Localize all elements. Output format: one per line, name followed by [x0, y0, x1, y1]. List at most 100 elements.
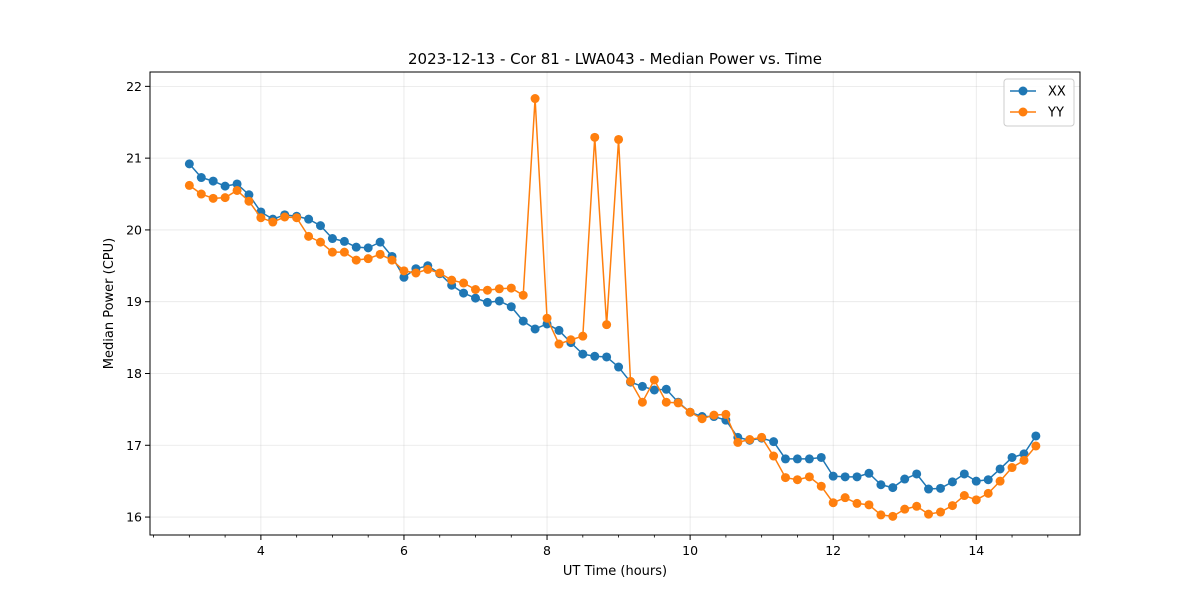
data-point-yy: [661, 397, 671, 407]
data-point-yy: [816, 481, 826, 491]
data-point-xx: [912, 469, 922, 479]
data-point-yy: [637, 397, 647, 407]
data-point-yy: [184, 180, 194, 190]
data-point-xx: [375, 237, 385, 247]
data-point-xx: [769, 437, 779, 447]
data-point-xx: [804, 454, 814, 464]
data-point-xx: [864, 468, 874, 478]
y-tick-label: 17: [126, 438, 142, 453]
data-point-xx: [649, 385, 659, 395]
data-point-yy: [292, 213, 302, 223]
data-point-xx: [840, 472, 850, 482]
data-point-yy: [268, 217, 278, 227]
x-tick-label: 12: [825, 543, 841, 558]
data-point-yy: [673, 398, 683, 408]
legend-label-yy: YY: [1047, 106, 1064, 121]
data-point-yy: [506, 283, 516, 293]
data-point-yy: [459, 278, 469, 288]
data-point-yy: [1031, 441, 1041, 451]
data-point-yy: [828, 498, 838, 508]
y-axis: 16 17 18 19 20 21 22: [126, 79, 150, 525]
legend: XX YY: [1003, 78, 1075, 127]
data-point-yy: [840, 493, 850, 503]
chart-title: 2023-12-13 - Cor 81 - LWA043 - Median Po…: [408, 50, 822, 68]
grid: [150, 72, 1080, 535]
data-point-xx: [339, 236, 349, 246]
data-point-xx: [208, 176, 218, 186]
data-point-xx: [936, 483, 945, 493]
data-point-yy: [924, 509, 934, 519]
data-point-yy: [649, 375, 659, 385]
data-point-yy: [447, 275, 457, 285]
data-point-yy: [482, 285, 492, 295]
data-point-xx: [876, 480, 886, 490]
data-point-yy: [614, 134, 624, 144]
data-point-yy: [566, 335, 576, 345]
data-point-yy: [936, 507, 945, 517]
data-point-xx: [554, 325, 564, 335]
data-point-xx: [363, 243, 373, 253]
data-point-yy: [804, 472, 814, 482]
data-point-yy: [327, 247, 337, 257]
data-point-yy: [792, 475, 802, 485]
data-point-yy: [745, 435, 755, 445]
data-point-yy: [995, 476, 1005, 486]
data-point-yy: [626, 376, 636, 386]
data-point-xx: [971, 476, 981, 486]
data-point-xx: [900, 474, 910, 484]
data-point-yy: [697, 414, 707, 424]
data-point-yy: [232, 185, 242, 195]
data-point-yy: [554, 339, 564, 349]
data-point-xx: [518, 316, 528, 326]
y-tick-label: 19: [126, 294, 142, 309]
data-point-xx: [578, 349, 588, 359]
data-point-xx: [780, 454, 790, 464]
data-point-yy: [304, 231, 314, 241]
data-point-yy: [339, 247, 349, 257]
data-point-xx: [888, 483, 898, 493]
data-point-xx: [459, 288, 469, 298]
data-point-yy: [435, 268, 445, 278]
data-point-xx: [399, 272, 409, 282]
x-tick-label: 14: [968, 543, 984, 558]
data-point-xx: [947, 477, 957, 487]
data-point-xx: [1031, 431, 1041, 441]
data-point-xx: [637, 381, 647, 391]
data-point-yy: [959, 491, 969, 501]
y-tick-label: 20: [126, 222, 142, 237]
data-point-yy: [423, 264, 433, 274]
data-point-yy: [590, 132, 600, 142]
data-point-xx: [1019, 449, 1029, 459]
data-point-yy: [1007, 463, 1017, 473]
data-point-xx: [959, 469, 969, 479]
data-point-yy: [578, 331, 588, 341]
data-point-yy: [196, 189, 206, 199]
data-point-xx: [924, 484, 934, 494]
data-point-yy: [399, 266, 409, 276]
y-tick-label: 22: [126, 79, 142, 94]
data-point-yy: [733, 437, 743, 447]
data-point-xx: [506, 302, 516, 312]
x-tick-label: 6: [400, 543, 408, 558]
data-point-xx: [590, 351, 600, 361]
y-tick-label: 16: [126, 510, 142, 525]
data-point-xx: [661, 384, 671, 394]
data-point-yy: [375, 249, 385, 259]
data-point-xx: [184, 159, 194, 169]
data-point-xx: [614, 362, 624, 372]
data-point-yy: [983, 488, 993, 498]
data-point-yy: [351, 255, 361, 265]
data-point-xx: [244, 190, 254, 200]
data-point-yy: [315, 237, 325, 247]
y-tick-label: 18: [126, 366, 142, 381]
x-axis: 4 6 8 10 12 14: [153, 535, 1049, 558]
data-point-yy: [947, 501, 957, 511]
data-point-yy: [769, 451, 779, 461]
data-point-yy: [852, 498, 862, 508]
x-tick-label: 10: [682, 543, 698, 558]
series-layer: [184, 94, 1041, 521]
y-tick-label: 21: [126, 151, 142, 166]
data-point-yy: [542, 313, 552, 323]
data-point-xx: [530, 324, 540, 334]
data-point-xx: [983, 475, 993, 485]
